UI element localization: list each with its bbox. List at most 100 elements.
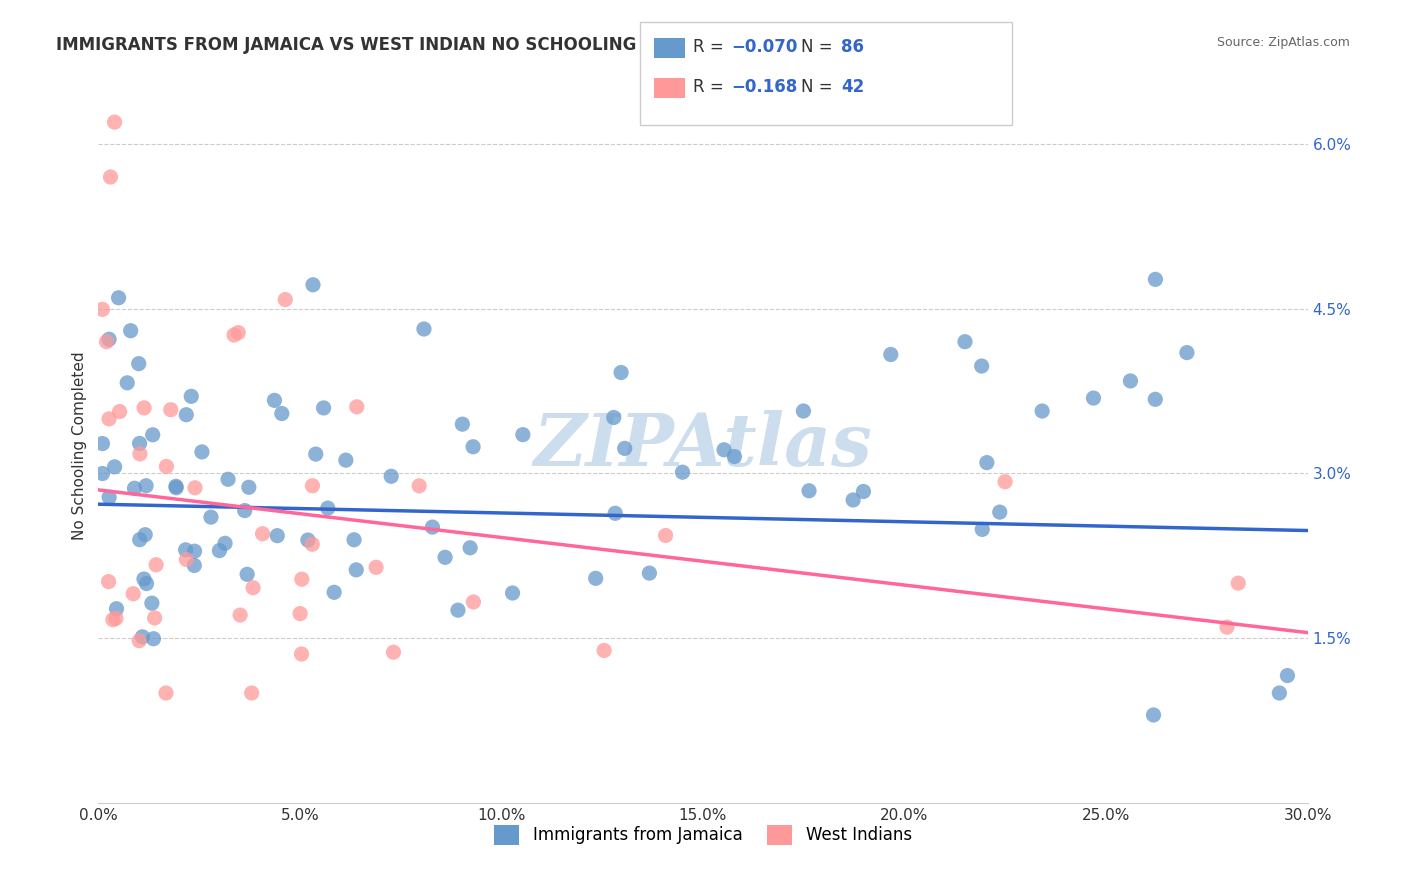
Point	[852, 484, 875, 499]
Point	[413, 322, 436, 336]
Point	[976, 456, 998, 470]
Text: R =: R =	[693, 78, 734, 96]
Point	[461, 440, 484, 454]
Point	[463, 595, 485, 609]
Point	[183, 558, 205, 573]
Point	[208, 543, 231, 558]
Point	[270, 407, 292, 421]
Point	[105, 601, 128, 615]
Point	[434, 550, 457, 565]
Point	[290, 647, 312, 661]
Point	[134, 527, 156, 541]
Point	[115, 376, 138, 390]
Point	[217, 472, 239, 486]
Point	[176, 552, 198, 566]
Point	[134, 401, 156, 415]
Point	[1268, 686, 1291, 700]
Text: IMMIGRANTS FROM JAMAICA VS WEST INDIAN NO SCHOOLING COMPLETED CORRELATION CHART: IMMIGRANTS FROM JAMAICA VS WEST INDIAN N…	[56, 36, 962, 54]
Point	[972, 522, 994, 536]
Point	[1144, 392, 1167, 407]
Point	[316, 501, 339, 516]
Point	[502, 586, 524, 600]
Point	[96, 334, 118, 349]
Point	[312, 401, 335, 415]
Point	[970, 359, 993, 373]
Text: 86: 86	[841, 38, 863, 56]
Text: −0.168: −0.168	[731, 78, 797, 96]
Point	[229, 608, 252, 623]
Point	[274, 293, 297, 307]
Point	[346, 400, 368, 414]
Point	[91, 467, 114, 481]
Point	[305, 447, 328, 461]
Point	[91, 302, 114, 317]
Point	[104, 459, 127, 474]
Point	[124, 481, 146, 495]
Point	[222, 328, 245, 343]
Point	[654, 528, 676, 542]
Point	[593, 643, 616, 657]
Point	[512, 427, 534, 442]
Point	[214, 536, 236, 550]
Point	[380, 469, 402, 483]
Legend: Immigrants from Jamaica, West Indians: Immigrants from Jamaica, West Indians	[488, 818, 918, 852]
Point	[335, 453, 357, 467]
Point	[128, 633, 150, 648]
Point	[103, 115, 125, 129]
Text: −0.070: −0.070	[731, 38, 797, 56]
Point	[288, 607, 311, 621]
Point	[104, 611, 127, 625]
Point	[91, 436, 114, 450]
Point	[183, 544, 205, 558]
Text: Source: ZipAtlas.com: Source: ZipAtlas.com	[1216, 36, 1350, 49]
Point	[988, 505, 1011, 519]
Point	[1083, 391, 1105, 405]
Point	[98, 412, 121, 426]
Point	[242, 581, 264, 595]
Point	[291, 572, 314, 586]
Point	[100, 169, 122, 184]
Point	[132, 572, 155, 586]
Point	[155, 459, 177, 474]
Point	[1142, 708, 1164, 723]
Y-axis label: No Schooling Completed: No Schooling Completed	[72, 351, 87, 541]
Point	[184, 481, 207, 495]
Point	[603, 410, 626, 425]
Point	[263, 393, 285, 408]
Point	[142, 632, 165, 646]
Point	[101, 613, 124, 627]
Point	[226, 326, 249, 340]
Point	[638, 566, 661, 581]
Point	[98, 490, 121, 504]
Point	[301, 537, 323, 551]
Point	[252, 526, 274, 541]
Point	[364, 560, 387, 574]
Point	[797, 483, 820, 498]
Point	[344, 563, 367, 577]
Point	[165, 479, 187, 493]
Point	[994, 475, 1017, 489]
Point	[302, 277, 325, 292]
Point	[880, 347, 903, 361]
Point	[1216, 620, 1239, 634]
Point	[792, 404, 814, 418]
Point	[408, 479, 430, 493]
Point	[129, 447, 152, 461]
Point	[451, 417, 474, 432]
Point	[97, 574, 120, 589]
Point	[143, 611, 166, 625]
Point	[1119, 374, 1142, 388]
Point	[1277, 668, 1299, 682]
Point	[135, 479, 157, 493]
Point	[1227, 576, 1250, 591]
Point	[128, 357, 150, 371]
Text: N =: N =	[801, 78, 838, 96]
Point	[108, 404, 131, 418]
Point	[142, 427, 165, 442]
Point	[120, 324, 142, 338]
Point	[200, 510, 222, 524]
Point	[723, 450, 745, 464]
Text: 42: 42	[841, 78, 865, 96]
Text: N =: N =	[801, 38, 838, 56]
Point	[585, 571, 607, 585]
